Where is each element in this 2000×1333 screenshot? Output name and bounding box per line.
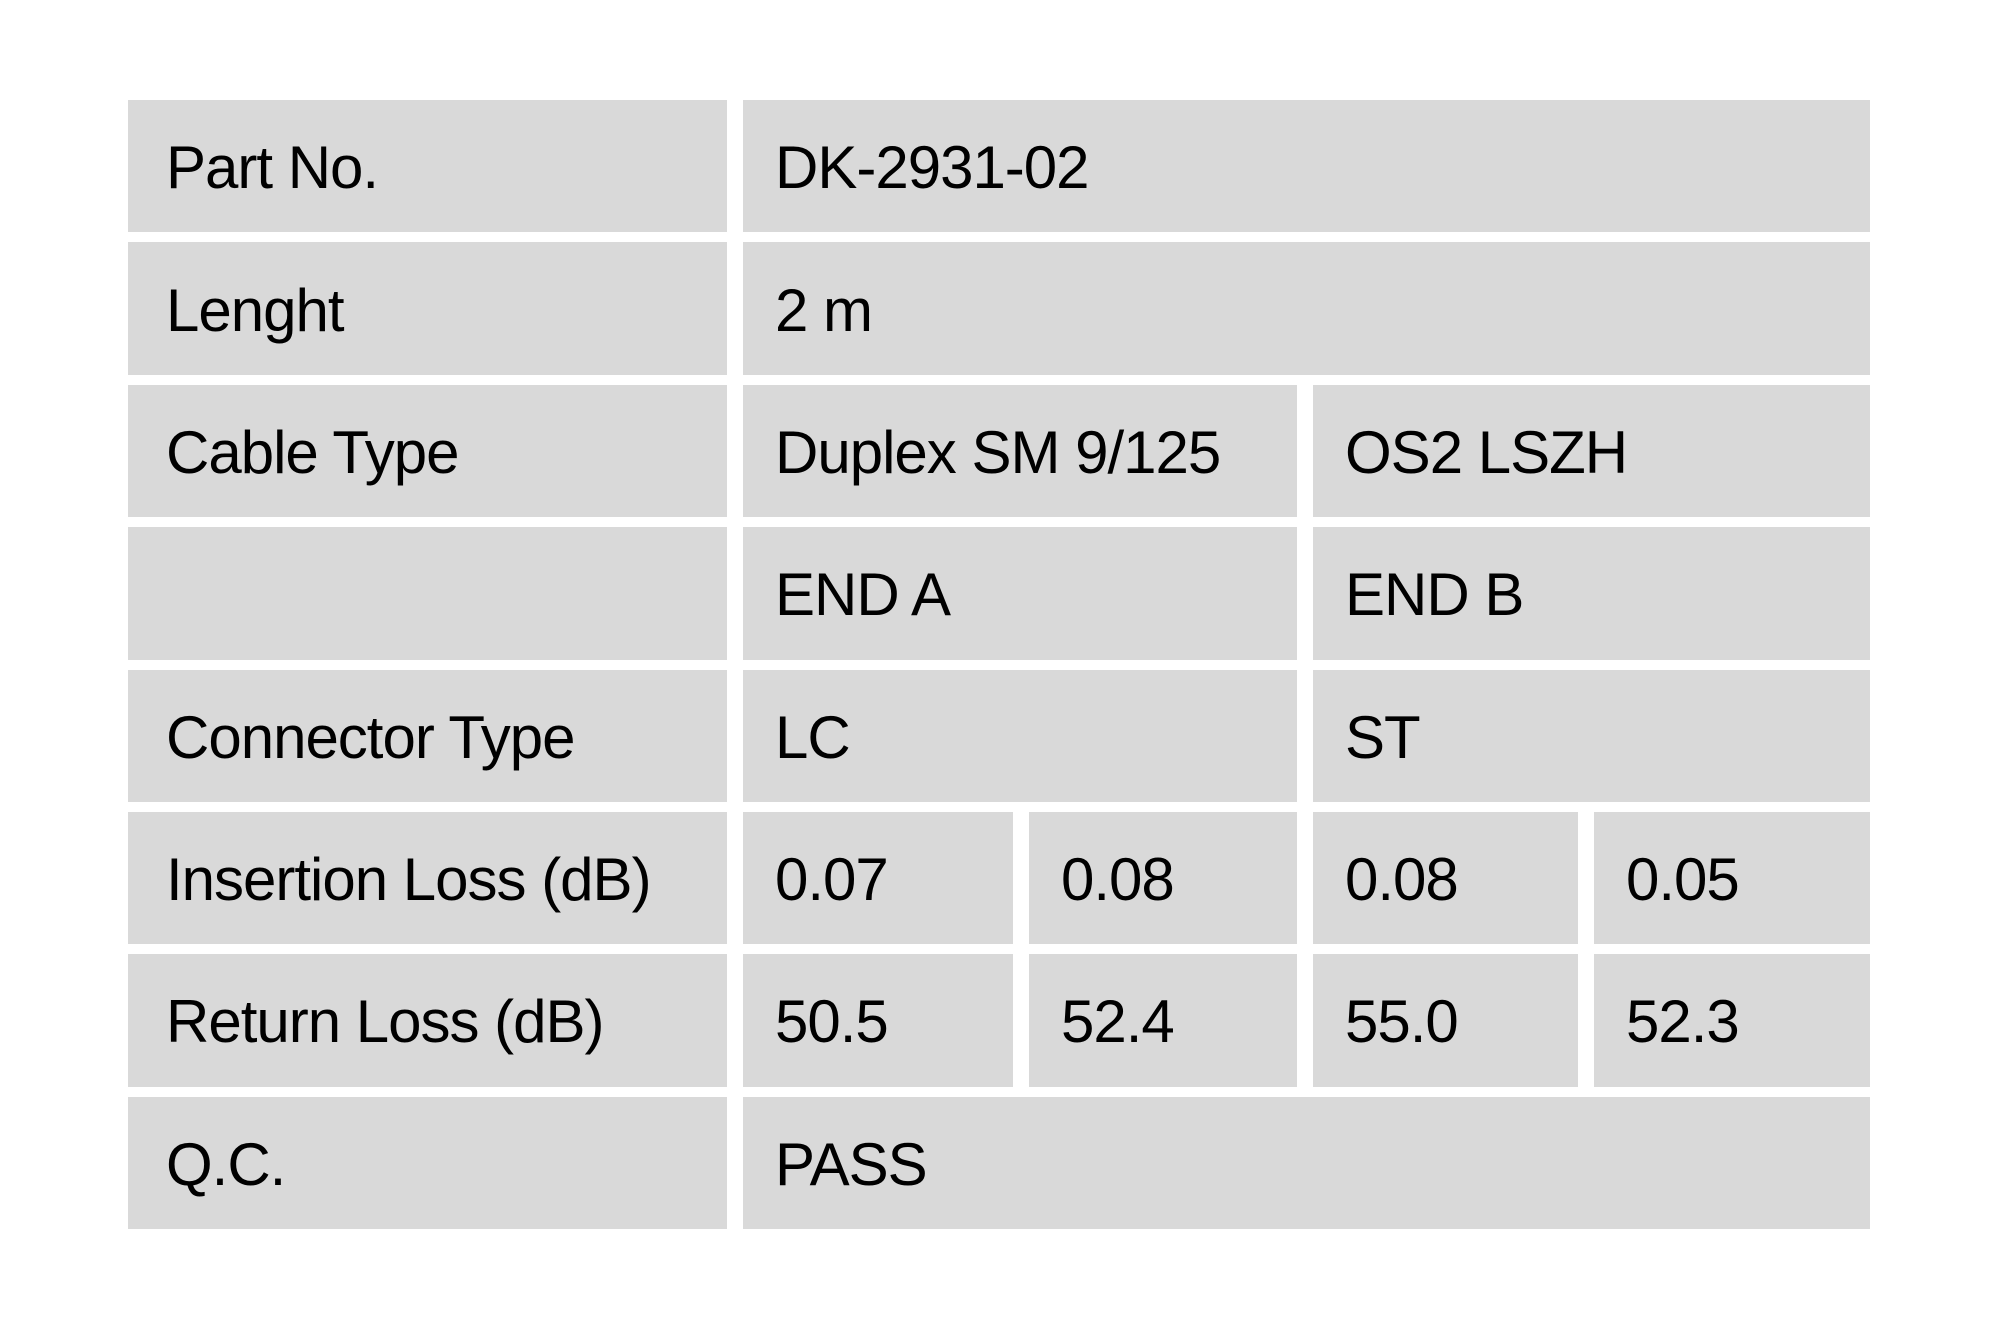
end-a-header: END A [743, 527, 1297, 660]
return-loss-end-a-1: 50.5 [743, 954, 1013, 1087]
return-loss-end-b-2: 52.3 [1594, 954, 1870, 1087]
row-label-connector-type: Connector Type [128, 669, 727, 802]
return-loss-end-a-2: 52.4 [1029, 954, 1297, 1087]
row-label-blank [128, 527, 727, 660]
cable-type-value-2: OS2 LSZH [1313, 384, 1870, 518]
spec-table: Part No. DK-2931-02 Lenght 2 m Cable Typ… [128, 100, 1870, 1229]
qc-value: PASS [743, 1096, 1870, 1229]
connector-type-end-a: LC [743, 669, 1297, 802]
end-b-header: END B [1313, 527, 1870, 660]
length-value: 2 m [743, 242, 1870, 375]
row-label-length: Lenght [128, 242, 727, 375]
row-label-part-no: Part No. [128, 100, 727, 233]
row-label-qc: Q.C. [128, 1096, 727, 1229]
cable-type-value-1: Duplex SM 9/125 [743, 384, 1297, 518]
insertion-loss-end-a-1: 0.07 [743, 811, 1013, 945]
insertion-loss-end-b-1: 0.08 [1313, 811, 1578, 945]
part-no-value: DK-2931-02 [743, 100, 1870, 233]
connector-type-end-b: ST [1313, 669, 1870, 802]
row-label-insertion-loss: Insertion Loss (dB) [128, 811, 727, 945]
row-label-cable-type: Cable Type [128, 384, 727, 518]
row-label-return-loss: Return Loss (dB) [128, 954, 727, 1087]
insertion-loss-end-b-2: 0.05 [1594, 811, 1870, 945]
insertion-loss-end-a-2: 0.08 [1029, 811, 1297, 945]
return-loss-end-b-1: 55.0 [1313, 954, 1578, 1087]
